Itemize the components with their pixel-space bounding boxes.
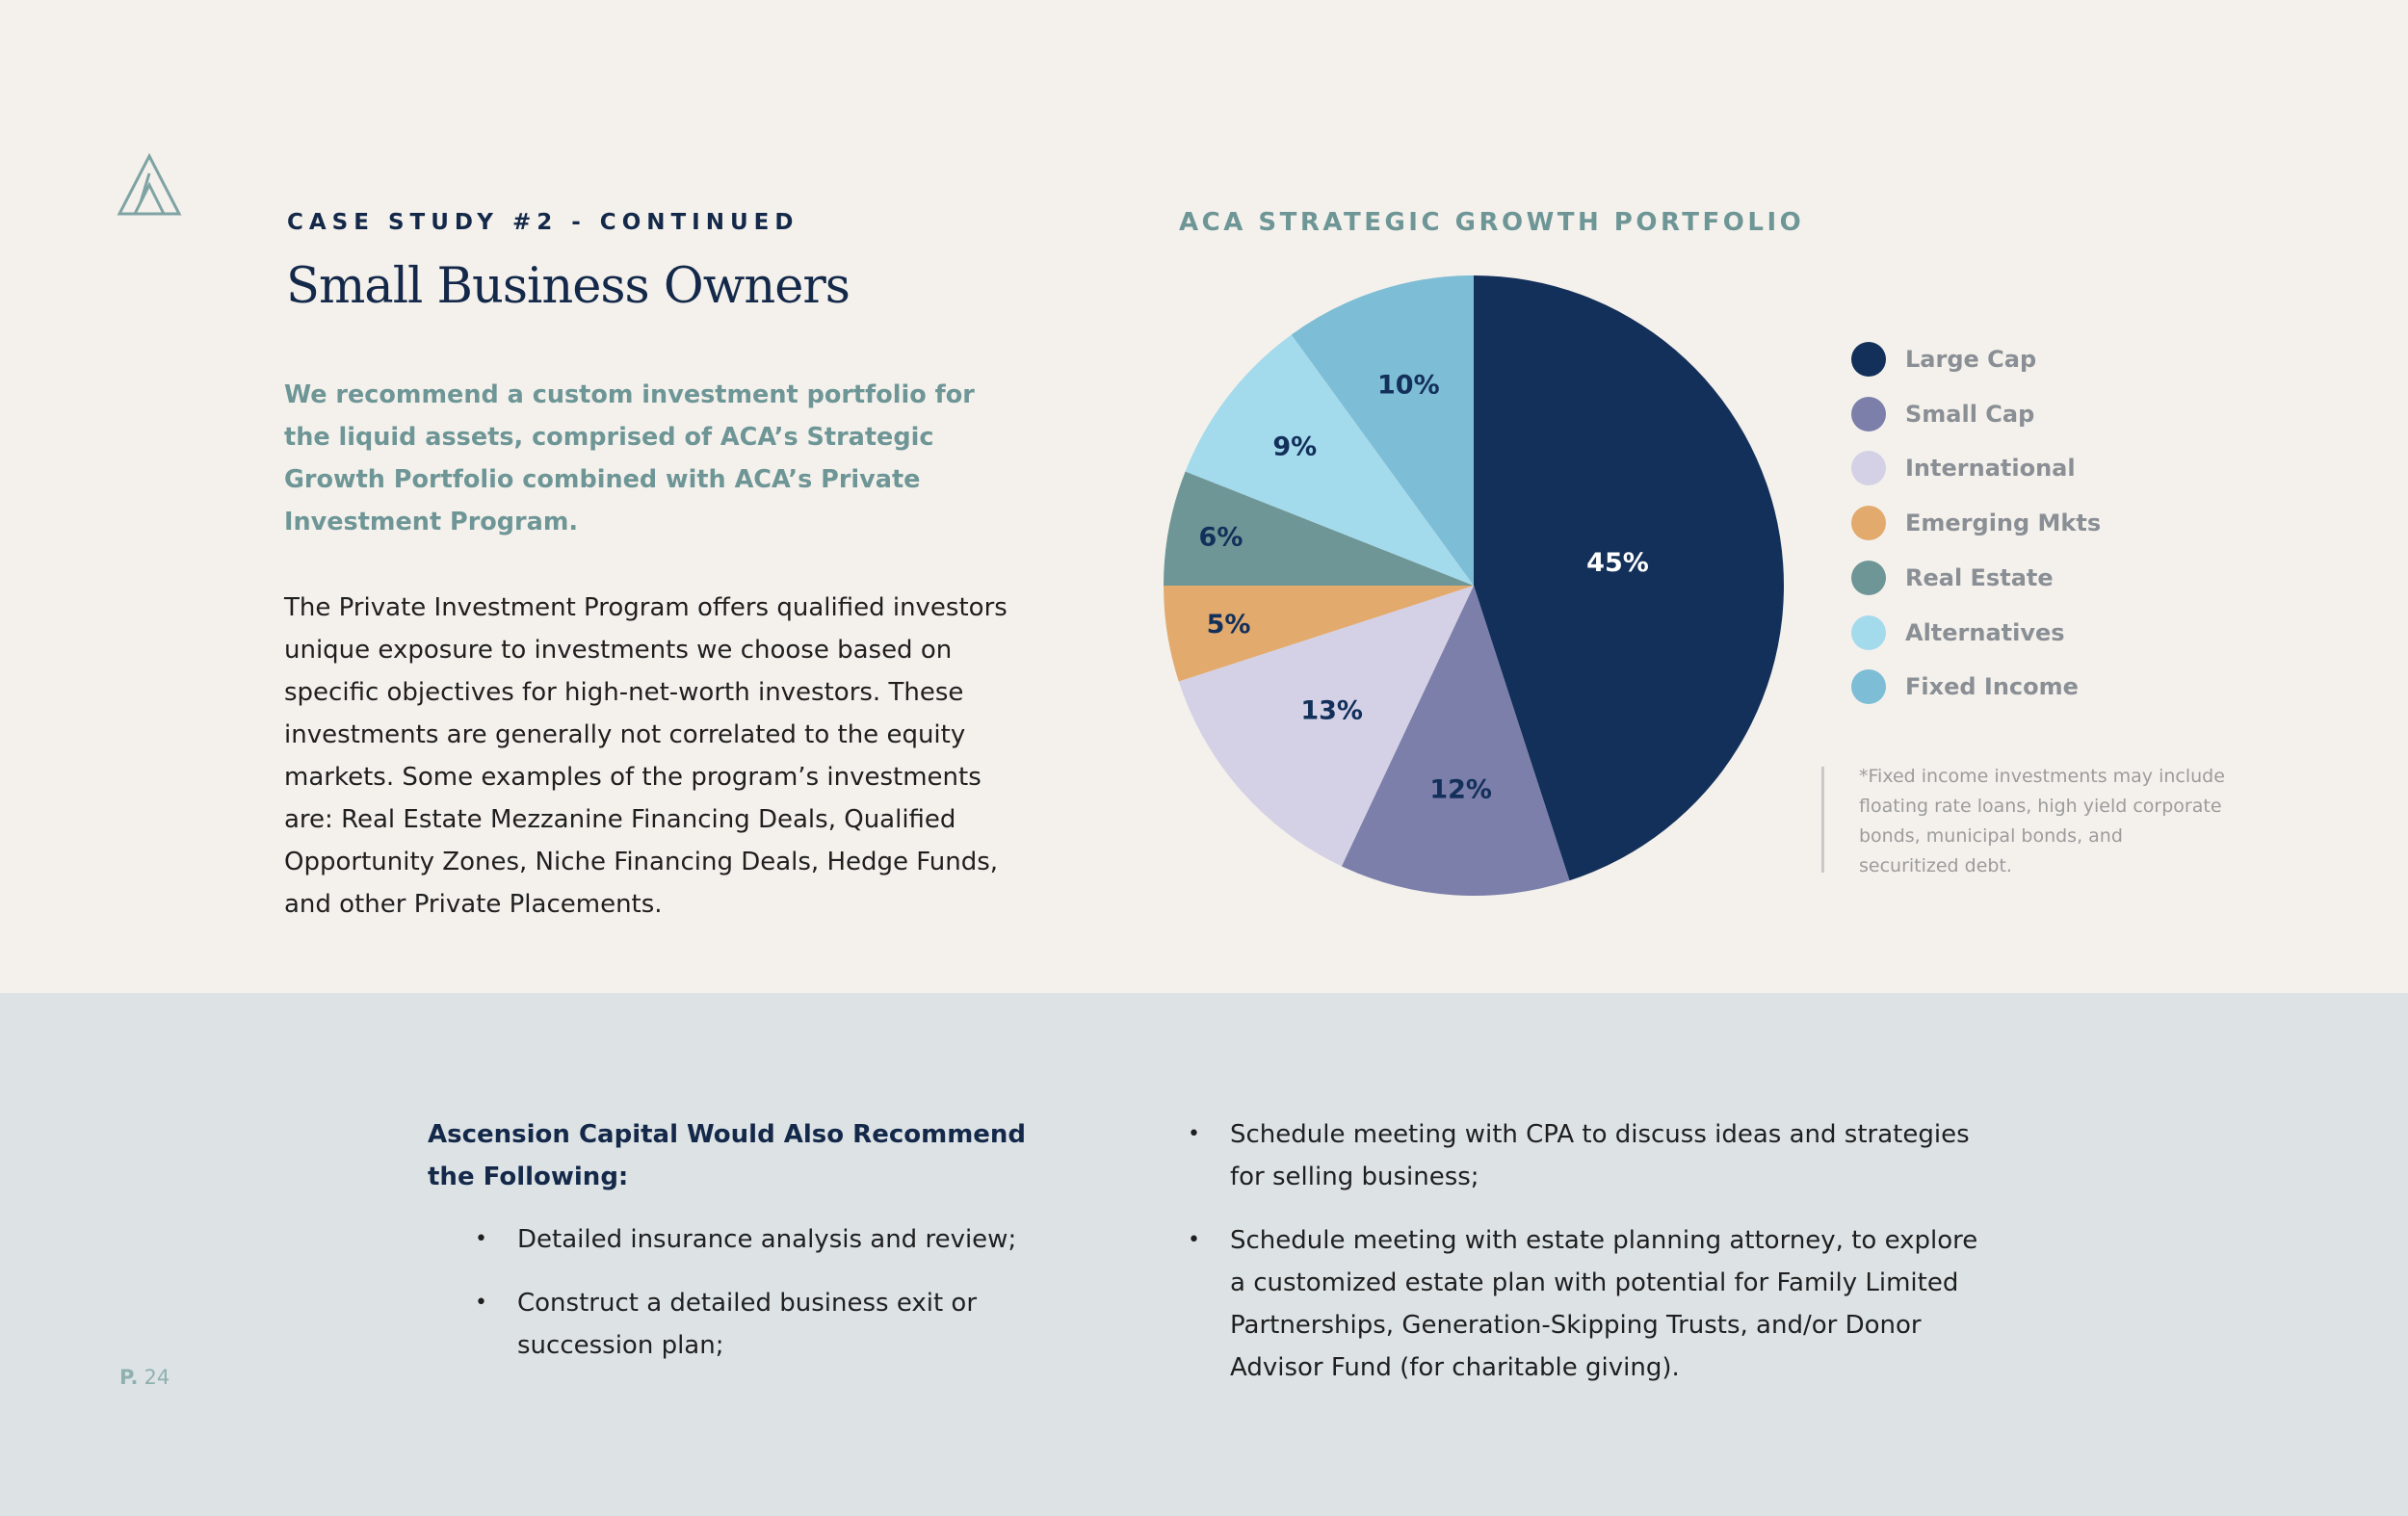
list-item: • Construct a detailed business exit or s… [475, 1282, 1057, 1367]
eyebrow-title: CASE STUDY #2 - CONTINUED [287, 210, 799, 235]
pie-slice-emerging-mkts [1164, 586, 1474, 682]
bullet-icon: • [475, 1291, 487, 1315]
body-paragraph: The Private Investment Program offers qu… [284, 593, 1008, 919]
legend-item: Small Cap [1851, 396, 2035, 431]
legend-swatch [1851, 560, 1886, 595]
pie-value-label: 10% [1377, 370, 1440, 400]
pie-slice-international [1178, 586, 1474, 867]
pie-value-label: 45% [1586, 548, 1649, 578]
ascension-logo-icon [117, 152, 182, 216]
list-item: • Schedule meeting with CPA to discuss id… [1188, 1113, 2001, 1198]
pie-slice-small-cap [1341, 586, 1570, 896]
legend-item: Emerging Mkts [1851, 506, 2102, 541]
legend-swatch [1851, 506, 1886, 541]
chart-title: ACA STRATEGIC GROWTH PORTFOLIO [1179, 208, 1805, 237]
bullet-icon: • [1188, 1122, 1200, 1146]
portfolio-pie-chart: 45% 12% 13% 5% 6% 9% 10% [1164, 275, 1784, 896]
legend-item: Alternatives [1851, 614, 2065, 650]
lead-paragraph: We recommend a custom investment portfol… [284, 380, 975, 536]
pie-value-label: 5% [1207, 610, 1251, 640]
legend-swatch [1851, 614, 1886, 650]
pie-slice-real-estate [1164, 471, 1474, 586]
legend-label: Small Cap [1905, 400, 2035, 428]
recommendations-list-right: • Schedule meeting with CPA to discuss id… [1188, 1113, 2001, 1410]
pie-slice-fixed-income [1291, 275, 1474, 586]
legend-item: Real Estate [1851, 560, 2054, 595]
list-item: • Schedule meeting with estate planning a… [1188, 1219, 2001, 1389]
legend-label: Emerging Mkts [1905, 510, 2102, 537]
pie-slice-large-cap [1474, 275, 1784, 881]
page-number: P. 24 [119, 1366, 170, 1389]
footnote-divider [1821, 767, 1824, 873]
legend-item: International [1851, 451, 2076, 486]
pie-slice-alternatives [1185, 334, 1474, 586]
legend-label: International [1905, 455, 2076, 483]
legend-swatch [1851, 669, 1886, 705]
legend-item: Large Cap [1851, 342, 2036, 377]
fixed-income-footnote: *Fixed income investments may include fl… [1859, 766, 2225, 876]
legend-label: Large Cap [1905, 346, 2037, 373]
bullet-icon: • [1188, 1228, 1200, 1252]
pie-value-label: 6% [1199, 522, 1243, 552]
pie-value-label: 13% [1300, 695, 1363, 725]
legend-label: Fixed Income [1905, 673, 2079, 701]
bottom-panel [0, 993, 2408, 1516]
page-title: Small Business Owners [286, 258, 851, 315]
legend-label: Alternatives [1905, 618, 2065, 646]
legend-item: Fixed Income [1851, 669, 2079, 705]
pie-value-label: 12% [1429, 775, 1492, 805]
legend-swatch [1851, 342, 1886, 377]
bullet-icon: • [475, 1227, 487, 1251]
list-item: • Detailed insurance analysis and review; [475, 1218, 1057, 1261]
recommendations-heading: Ascension Capital Would Also Recommend t… [428, 1120, 1027, 1191]
legend-label: Real Estate [1905, 563, 2054, 591]
pie-value-label: 9% [1272, 431, 1317, 461]
recommendations-list-left: • Detailed insurance analysis and review;… [475, 1218, 1057, 1388]
legend-swatch [1851, 451, 1886, 486]
legend-swatch [1851, 396, 1886, 431]
